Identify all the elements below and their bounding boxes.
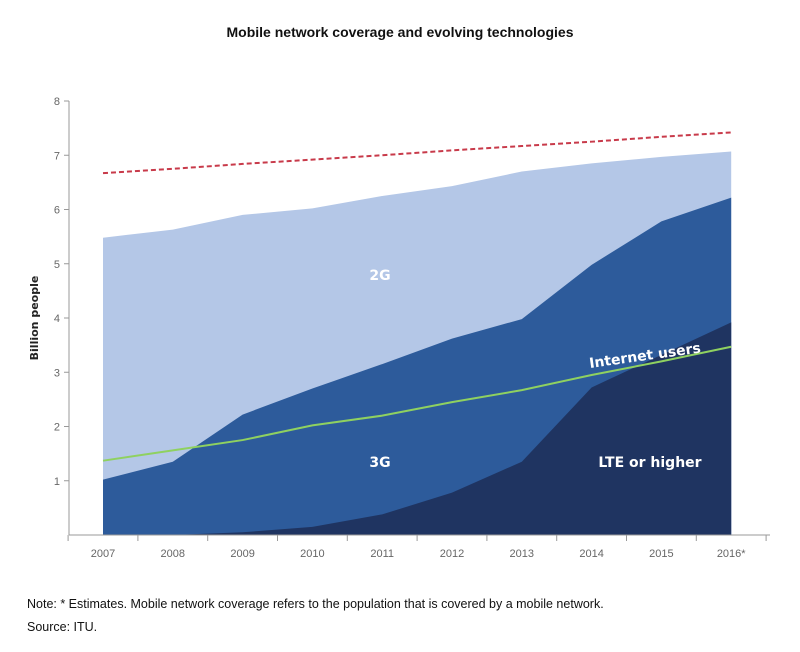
y-tick-label: 6 bbox=[54, 205, 60, 217]
x-tick-label: 2007 bbox=[91, 548, 115, 560]
chart-source: Source: ITU. bbox=[27, 620, 98, 634]
x-tick-label: 2008 bbox=[161, 548, 185, 560]
area-lte-or-higher bbox=[103, 322, 732, 535]
line-world-population bbox=[102, 131, 732, 175]
label-2g: 2G bbox=[369, 268, 390, 284]
chart-title: Mobile network coverage and evolving tec… bbox=[226, 24, 574, 40]
y-axis-label: Billion people bbox=[28, 276, 41, 361]
y-tick-label: 3 bbox=[54, 367, 60, 379]
y-tick-label: 8 bbox=[54, 96, 60, 108]
line-internet-users bbox=[102, 345, 732, 462]
x-tick-label: 2015 bbox=[649, 548, 673, 560]
x-tick-label: 2010 bbox=[300, 548, 324, 560]
chart-note: Note: * Estimates. Mobile network covera… bbox=[27, 597, 604, 611]
x-tick-label: 2014 bbox=[579, 548, 603, 560]
y-tick-label: 2 bbox=[54, 422, 60, 434]
label-world-population: World population bbox=[576, 117, 713, 140]
x-tick-label: 2016* bbox=[717, 548, 746, 560]
y-tick-label: 7 bbox=[54, 150, 60, 162]
x-tick-label: 2012 bbox=[440, 548, 464, 560]
x-tick-label: 2013 bbox=[510, 548, 534, 560]
label-3g: 3G bbox=[369, 455, 390, 471]
y-tick-label: 1 bbox=[54, 476, 60, 488]
label-lte: LTE or higher bbox=[598, 455, 701, 471]
x-tick-label: 2011 bbox=[370, 548, 394, 560]
x-tick-label: 2009 bbox=[230, 548, 254, 560]
y-tick-label: 4 bbox=[54, 313, 60, 325]
y-tick-label: 5 bbox=[54, 259, 60, 271]
chart: 1 2 3 4 5 6 7 8 2007 2008 2009 2010 2011 2012 2013 2014… bbox=[28, 96, 770, 560]
